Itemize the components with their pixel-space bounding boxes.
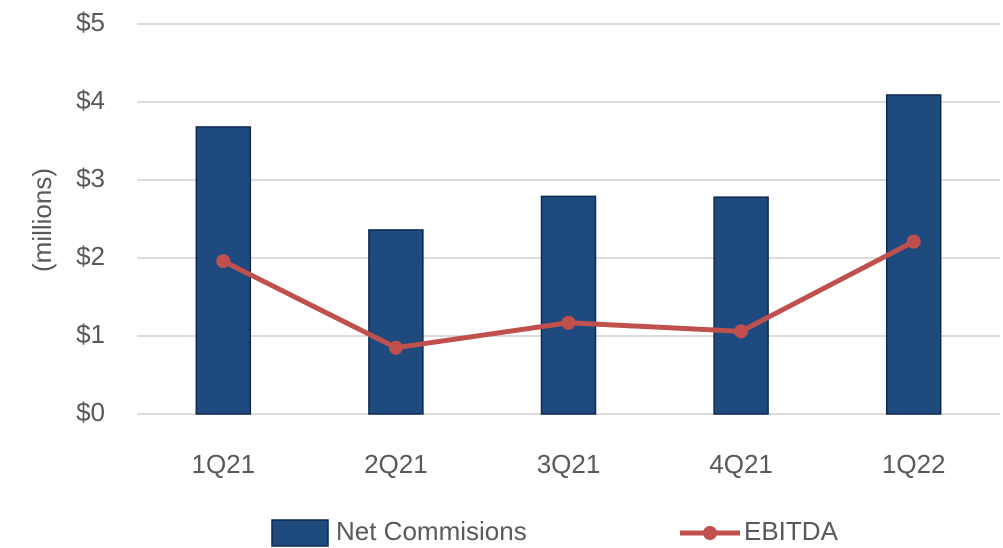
line-marker [388, 340, 403, 355]
legend-label: EBITDA [744, 516, 839, 546]
x-tick-label: 2Q21 [364, 449, 428, 479]
y-tick-label: $4 [76, 85, 105, 115]
x-tick-label: 1Q21 [191, 449, 255, 479]
bar [368, 229, 424, 415]
x-tick-label: 3Q21 [537, 449, 601, 479]
legend-swatch-marker [703, 526, 717, 540]
x-tick-label: 1Q22 [882, 449, 946, 479]
y-tick-label: $5 [76, 7, 105, 37]
y-tick-label: $1 [76, 319, 105, 349]
y-tick-label: $2 [76, 241, 105, 271]
bar [540, 195, 597, 415]
line-marker [216, 254, 231, 269]
legend-label: Net Commisions [336, 516, 527, 546]
line-marker [906, 234, 921, 249]
y-tick-label: $0 [76, 397, 105, 427]
bar [713, 196, 769, 415]
x-tick-label: 4Q21 [709, 449, 773, 479]
legend-swatch [271, 519, 329, 547]
line-marker [734, 324, 749, 339]
y-axis-label: (millions) [27, 168, 57, 272]
y-tick-label: $3 [76, 163, 105, 193]
bar [885, 94, 942, 415]
line-marker [561, 315, 576, 330]
